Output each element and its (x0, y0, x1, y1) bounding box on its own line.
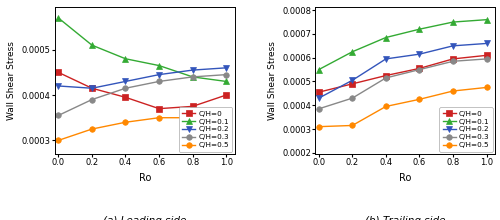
C/H=0 (416, 67, 422, 70)
Line: C/H=0.5: C/H=0.5 (56, 110, 229, 143)
C/H=0 (316, 91, 322, 94)
C/H=0.2 (450, 44, 456, 47)
C/H=0 (350, 82, 356, 85)
Line: C/H=0: C/H=0 (316, 53, 490, 95)
C/H=0.1 (316, 68, 322, 71)
C/H=0 (56, 71, 62, 74)
C/H=0.5 (156, 116, 162, 119)
C/H=0 (156, 107, 162, 110)
C/H=0 (450, 58, 456, 60)
C/H=0.1 (156, 64, 162, 67)
C/H=0.3 (350, 97, 356, 99)
C/H=0.3 (316, 108, 322, 110)
C/H=0.2 (122, 80, 128, 83)
C/H=0 (190, 105, 196, 108)
C/H=0.2 (156, 73, 162, 76)
Line: C/H=0.2: C/H=0.2 (316, 41, 490, 101)
Text: (a) Leading side: (a) Leading side (103, 216, 186, 220)
Line: C/H=0: C/H=0 (56, 70, 229, 111)
C/H=0 (383, 74, 389, 77)
X-axis label: Ro: Ro (138, 173, 151, 183)
C/H=0.5 (223, 112, 229, 114)
Line: C/H=0.1: C/H=0.1 (56, 15, 229, 84)
C/H=0.3 (223, 73, 229, 76)
C/H=0 (89, 87, 95, 90)
C/H=0.2 (383, 58, 389, 60)
C/H=0.2 (416, 53, 422, 55)
C/H=0.1 (450, 21, 456, 23)
C/H=0.5 (190, 116, 196, 119)
C/H=0.3 (122, 87, 128, 90)
C/H=0.2 (190, 69, 196, 72)
C/H=0.5 (416, 98, 422, 101)
C/H=0.5 (56, 139, 62, 142)
X-axis label: Ro: Ro (399, 173, 411, 183)
C/H=0.5 (450, 90, 456, 92)
C/H=0.2 (484, 42, 490, 45)
C/H=0 (484, 54, 490, 57)
C/H=0.1 (383, 36, 389, 39)
C/H=0.5 (484, 86, 490, 89)
C/H=0.2 (316, 97, 322, 99)
Line: C/H=0.5: C/H=0.5 (316, 85, 490, 129)
C/H=0.1 (223, 80, 229, 83)
C/H=0.3 (190, 76, 196, 78)
Y-axis label: Wall Shear Stress: Wall Shear Stress (8, 41, 16, 120)
C/H=0.5 (383, 105, 389, 108)
C/H=0.5 (316, 125, 322, 128)
Legend: C/H=0, C/H=0.1, C/H=0.2, C/H=0.3, C/H=0.5: C/H=0, C/H=0.1, C/H=0.2, C/H=0.3, C/H=0.… (178, 107, 233, 152)
Legend: C/H=0, C/H=0.1, C/H=0.2, C/H=0.3, C/H=0.5: C/H=0, C/H=0.1, C/H=0.2, C/H=0.3, C/H=0.… (439, 107, 493, 152)
C/H=0.2 (350, 79, 356, 82)
C/H=0.3 (383, 77, 389, 79)
C/H=0 (122, 96, 128, 99)
C/H=0.1 (416, 28, 422, 31)
Line: C/H=0.3: C/H=0.3 (316, 56, 490, 112)
Line: C/H=0.1: C/H=0.1 (316, 17, 490, 72)
Line: C/H=0.3: C/H=0.3 (56, 72, 229, 118)
C/H=0.5 (122, 121, 128, 124)
C/H=0.3 (416, 68, 422, 71)
C/H=0.1 (56, 17, 62, 19)
C/H=0.2 (89, 87, 95, 90)
Line: C/H=0.2: C/H=0.2 (56, 65, 229, 91)
C/H=0.2 (223, 66, 229, 69)
Y-axis label: Wall Shear Stress: Wall Shear Stress (268, 41, 276, 120)
C/H=0.2 (56, 85, 62, 87)
C/H=0.3 (450, 60, 456, 63)
C/H=0.1 (122, 57, 128, 60)
C/H=0.1 (190, 76, 196, 78)
C/H=0.1 (89, 44, 95, 46)
C/H=0.3 (156, 80, 162, 83)
C/H=0.5 (350, 124, 356, 127)
C/H=0 (223, 94, 229, 96)
C/H=0.1 (350, 50, 356, 53)
Text: (b) Trailing side: (b) Trailing side (365, 216, 446, 220)
C/H=0.5 (89, 128, 95, 130)
C/H=0.3 (484, 58, 490, 60)
C/H=0.3 (56, 114, 62, 117)
C/H=0.3 (89, 98, 95, 101)
C/H=0.1 (484, 18, 490, 21)
